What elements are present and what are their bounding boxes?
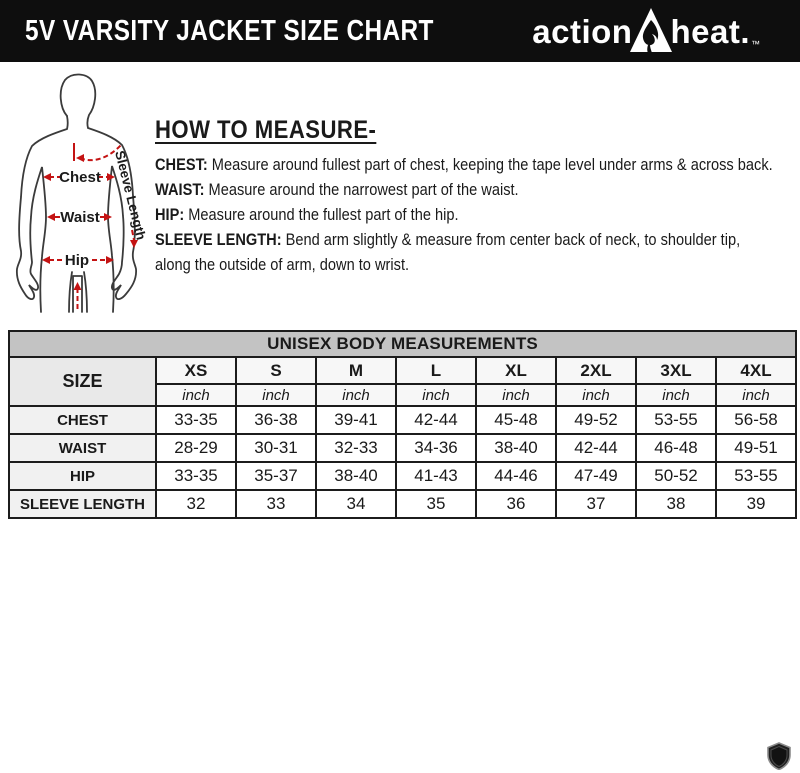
- row-label: CHEST: [8, 405, 157, 435]
- unit-cell: inch: [155, 383, 237, 407]
- table-row-chest: CHEST 33-35 36-38 39-41 42-44 45-48 49-5…: [8, 405, 798, 435]
- instruction-text-line2: along the outside of arm, down to wrist.: [155, 256, 410, 274]
- header-bar: 5V VARSITY JACKET SIZE CHART action heat…: [0, 0, 800, 62]
- waist-label: Waist: [60, 209, 99, 226]
- table-row-sleeve-length: SLEEVE LENGTH 32 33 34 35 36 37 38 39: [8, 489, 798, 519]
- value-cell: 53-55: [714, 461, 798, 491]
- value-cell: 38: [635, 489, 717, 519]
- figure-labels: Chest Waist Hip Sleeve Length: [59, 149, 149, 269]
- hip-label: Hip: [65, 252, 89, 269]
- table-size-row: SIZE XS S M L XL 2XL 3XL 4XL: [8, 356, 798, 407]
- value-cell: 47-49: [555, 461, 637, 491]
- value-cell: 39-41: [315, 405, 397, 435]
- brand-logo: action heat. ™: [532, 7, 760, 55]
- value-cell: 50-52: [635, 461, 717, 491]
- body-measurement-diagram: Chest Waist Hip Sleeve Length: [15, 73, 149, 313]
- value-cell: 28-29: [155, 433, 237, 463]
- measure-instruction-hip: HIP: Measure around the fullest part of …: [155, 203, 800, 228]
- trademark-symbol: ™: [751, 39, 760, 49]
- size-col-l: L: [395, 356, 477, 385]
- value-cell: 46-48: [635, 433, 717, 463]
- sleeve-length-label: Sleeve Length: [112, 149, 149, 241]
- value-cell: 36-38: [235, 405, 317, 435]
- unit-cell: inch: [395, 383, 477, 407]
- row-label: HIP: [8, 461, 157, 491]
- instruction-label: SLEEVE LENGTH:: [155, 231, 282, 249]
- value-cell: 41-43: [395, 461, 477, 491]
- flame-triangle-icon: [630, 8, 673, 53]
- value-cell: 30-31: [235, 433, 317, 463]
- instruction-text: Bend arm slightly & measure from center …: [281, 231, 741, 249]
- table-row-hip: HIP 33-35 35-37 38-40 41-43 44-46 47-49 …: [8, 461, 798, 491]
- row-label: SLEEVE LENGTH: [8, 489, 157, 519]
- value-cell: 33-35: [155, 461, 237, 491]
- instruction-text: Measure around the fullest part of the h…: [184, 206, 459, 224]
- size-col-4xl: 4XL: [714, 356, 798, 385]
- measure-instruction-chest: CHEST: Measure around fullest part of ch…: [155, 153, 800, 178]
- value-cell: 38-40: [315, 461, 397, 491]
- unit-cell: inch: [714, 383, 798, 407]
- value-cell: 32: [155, 489, 237, 519]
- instruction-text: Measure around fullest part of chest, ke…: [207, 156, 773, 174]
- value-cell: 49-51: [714, 433, 798, 463]
- size-col-m: M: [315, 356, 397, 385]
- page-title: 5V VARSITY JACKET SIZE CHART: [25, 14, 434, 47]
- size-col-xl: XL: [475, 356, 557, 385]
- value-cell: 34: [315, 489, 397, 519]
- how-to-measure-section: HOW TO MEASURE- CHEST: Measure around fu…: [155, 116, 800, 278]
- size-col-3xl: 3XL: [635, 356, 717, 385]
- body-outline: [15, 73, 137, 313]
- instruction-label: WAIST:: [155, 181, 205, 199]
- value-cell: 35: [395, 489, 477, 519]
- row-label: WAIST: [8, 433, 157, 463]
- shield-icon: [767, 742, 791, 770]
- size-header-cell: SIZE: [8, 356, 157, 407]
- brand-text-action: action: [532, 12, 633, 50]
- instruction-label: CHEST:: [155, 156, 208, 174]
- value-cell: 38-40: [475, 433, 557, 463]
- value-cell: 45-48: [475, 405, 557, 435]
- value-cell: 34-36: [395, 433, 477, 463]
- table-banner: UNISEX BODY MEASUREMENTS: [7, 330, 798, 358]
- value-cell: 39: [714, 489, 798, 519]
- measure-arrowheads: [42, 154, 138, 290]
- value-cell: 35-37: [235, 461, 317, 491]
- value-cell: 44-46: [475, 461, 557, 491]
- unit-cell: inch: [315, 383, 397, 407]
- value-cell: 56-58: [714, 405, 798, 435]
- value-cell: 42-44: [555, 433, 637, 463]
- unit-cell: inch: [475, 383, 557, 407]
- value-cell: 32-33: [315, 433, 397, 463]
- unit-cell: inch: [555, 383, 637, 407]
- instruction-label: HIP:: [155, 206, 185, 224]
- size-col-xs: XS: [155, 356, 237, 385]
- table-banner-row: UNISEX BODY MEASUREMENTS: [7, 330, 798, 358]
- chest-label: Chest: [59, 169, 101, 186]
- how-to-measure-title: HOW TO MEASURE-: [155, 116, 377, 144]
- value-cell: 53-55: [635, 405, 717, 435]
- size-col-s: S: [235, 356, 317, 385]
- value-cell: 33: [235, 489, 317, 519]
- size-col-2xl: 2XL: [555, 356, 637, 385]
- value-cell: 42-44: [395, 405, 477, 435]
- value-cell: 49-52: [555, 405, 637, 435]
- unit-cell: inch: [635, 383, 717, 407]
- measure-instruction-sleeve: SLEEVE LENGTH: Bend arm slightly & measu…: [155, 228, 800, 278]
- value-cell: 33-35: [155, 405, 237, 435]
- measure-instruction-waist: WAIST: Measure around the narrowest part…: [155, 178, 800, 203]
- value-cell: 36: [475, 489, 557, 519]
- table-unit-row: inch inch inch inch inch inch inch inch: [9, 383, 798, 407]
- table-row-waist: WAIST 28-29 30-31 32-33 34-36 38-40 42-4…: [8, 433, 798, 463]
- size-table: UNISEX BODY MEASUREMENTS SIZE XS S M L X…: [7, 330, 798, 519]
- instruction-text: Measure around the narrowest part of the…: [204, 181, 519, 199]
- unit-cell: inch: [235, 383, 317, 407]
- brand-text-heat: heat.: [670, 12, 750, 50]
- value-cell: 37: [555, 489, 637, 519]
